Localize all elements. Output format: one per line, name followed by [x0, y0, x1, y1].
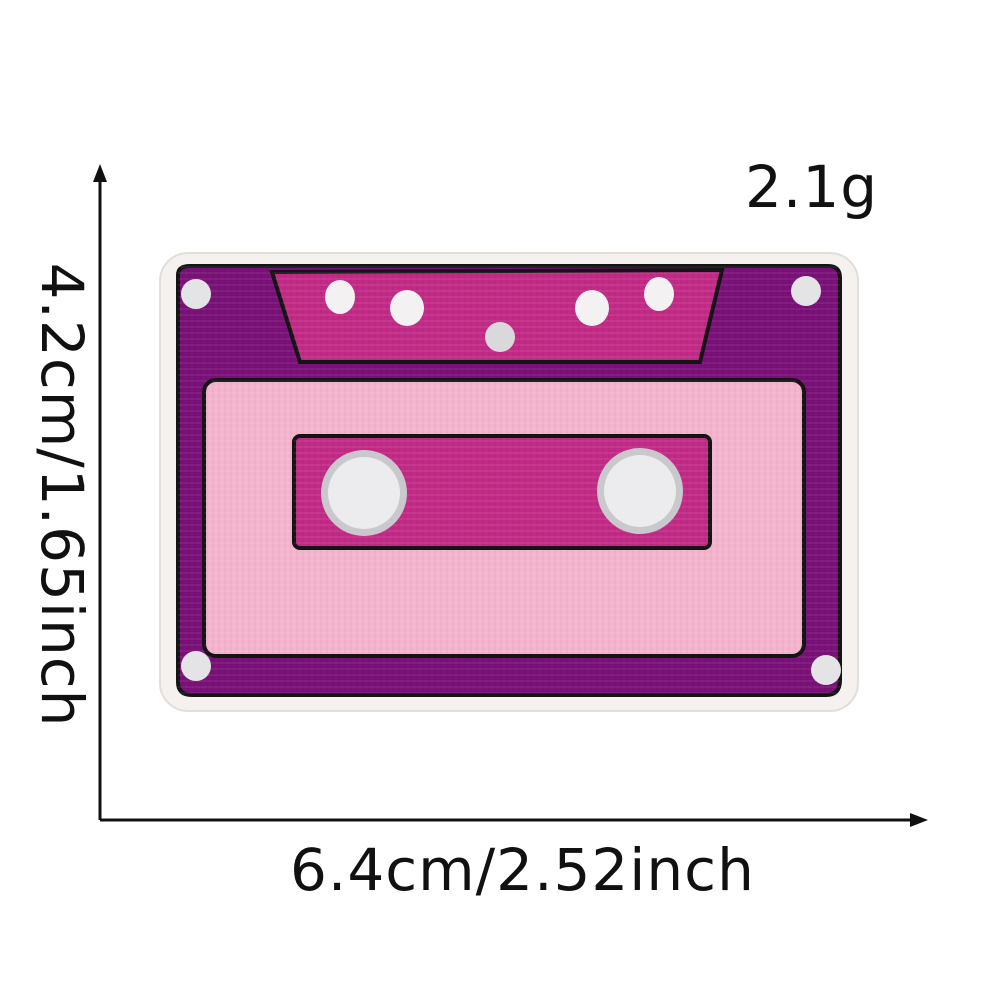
- arrow-up-icon: [93, 164, 107, 182]
- cassette-patch: [159, 252, 859, 712]
- height-dimension-label: 4.2cm/1.65inch: [28, 262, 96, 728]
- width-dimension-label: 6.4cm/2.52inch: [290, 836, 755, 904]
- corner-screws: [181, 276, 841, 685]
- top-window-dots: [325, 277, 674, 352]
- dimension-axes: [93, 164, 928, 827]
- weight-label: 2.1g: [745, 153, 879, 221]
- reels: [321, 448, 683, 536]
- arrow-right-icon: [910, 813, 928, 827]
